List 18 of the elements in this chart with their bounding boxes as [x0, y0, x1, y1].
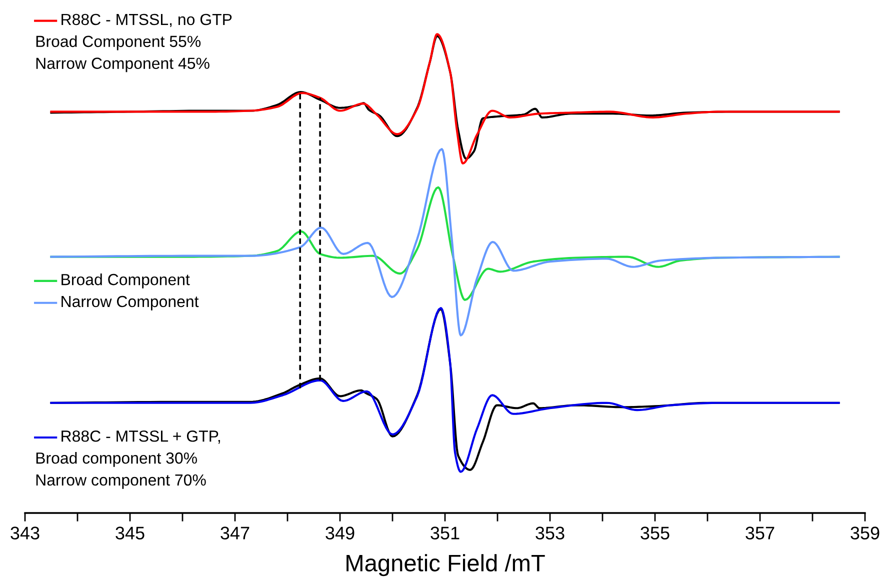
x-tick-label: 355: [640, 526, 670, 540]
legend-label: R88C - MTSSL + GTP,: [62, 430, 220, 444]
x-tick-label: 347: [220, 526, 250, 540]
x-axis-title: Magnetic Field /mT: [346, 554, 545, 576]
annotation: Broad component 30%: [36, 452, 198, 467]
x-tick-label: 351: [430, 526, 460, 540]
legend-label: Broad Component: [62, 274, 190, 288]
legend-label: Narrow Component: [62, 296, 199, 310]
x-tick-label: 353: [536, 526, 564, 540]
annotation: Narrow Component 45%: [36, 58, 210, 72]
x-tick-label: 345: [116, 526, 144, 540]
annotation: Broad Component 55%: [36, 35, 201, 50]
annotation: Narrow component 70%: [36, 474, 206, 489]
x-tick-label: 359: [850, 526, 880, 540]
legend-label: R88C - MTSSL, no GTP: [62, 14, 232, 28]
x-tick-label: 357: [746, 526, 774, 540]
x-tick-label: 343: [10, 526, 40, 540]
x-tick-label: 349: [326, 526, 354, 540]
